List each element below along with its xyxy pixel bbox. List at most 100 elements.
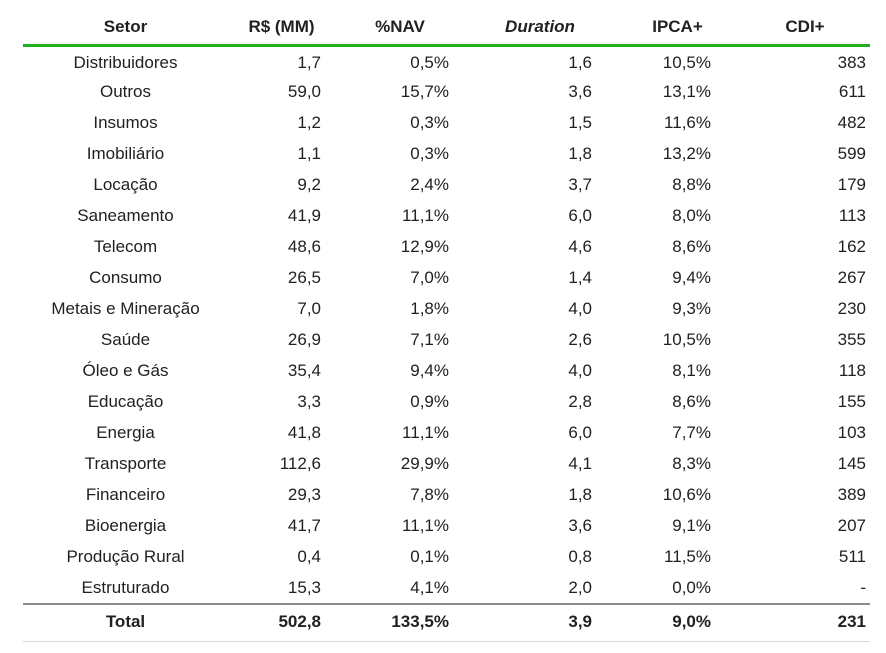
cell-cdi: 267	[837, 268, 866, 287]
cell-nav: 11,1%	[402, 516, 449, 535]
cell-cdi: 155	[837, 392, 866, 411]
table-row: Bioenergia 41,7 11,1% 3,6 9,1% 207	[23, 511, 870, 542]
cell-nav: 0,3%	[410, 113, 449, 132]
cell-nav: 4,1%	[410, 577, 449, 597]
cell-nav: 15,7%	[400, 82, 449, 101]
cell-setor: Estruturado	[81, 577, 170, 597]
cell-nav: 9,4%	[410, 361, 449, 380]
cell-nav: 0,9%	[410, 392, 449, 411]
cell-rs-mm: 112,6	[279, 454, 321, 473]
cell-rs-mm: 0,4	[297, 547, 321, 566]
cell-cdi: 113	[838, 206, 866, 225]
table-header: Setor R$ (MM) %NAV Duration IPCA+ CDI+	[23, 2, 870, 47]
cell-duration: 4,0	[568, 299, 592, 318]
cell-nav: 0,3%	[410, 144, 449, 163]
cell-rs-mm: 41,9	[287, 206, 321, 225]
cell-cdi: 145	[837, 454, 866, 473]
cell-setor: Produção Rural	[66, 547, 185, 566]
cell-nav: 7,0%	[410, 268, 449, 287]
cell-cdi: 103	[837, 423, 866, 442]
cell-duration: 3,6	[568, 516, 592, 535]
table-row: Imobiliário 1,1 0,3% 1,8 13,2% 599	[23, 139, 870, 170]
table-row: Distribuidores 1,7 0,5% 1,6 10,5% 383	[23, 46, 870, 77]
cell-ipca: 10,5%	[662, 53, 711, 73]
table-body: Distribuidores 1,7 0,5% 1,6 10,5% 383 Outros 59…	[23, 46, 870, 604]
cell-setor: Educação	[87, 392, 164, 411]
cell-setor: Energia	[96, 423, 155, 442]
cell-cdi: 611	[838, 82, 866, 101]
cell-duration: 2,8	[568, 392, 592, 411]
cell-ipca: 8,0%	[672, 206, 711, 225]
cell-cdi: 599	[837, 144, 866, 163]
total-ipca: 9,0%	[615, 602, 740, 642]
cell-rs-mm: 26,5	[287, 268, 321, 287]
cell-duration: 1,8	[568, 485, 592, 504]
cell-ipca: 10,6%	[662, 485, 711, 504]
cell-cdi: 179	[837, 175, 866, 194]
table-footer: Total 502,8 133,5% 3,9 9,0% 231	[23, 602, 870, 642]
header-row: Setor R$ (MM) %NAV Duration IPCA+ CDI+	[23, 2, 870, 47]
cell-ipca: 9,4%	[672, 268, 711, 287]
table-row: Produção Rural 0,4 0,1% 0,8 11,5% 511	[23, 542, 870, 573]
table-row: Estruturado 15,3 4,1% 2,0 0,0% -	[23, 573, 870, 604]
cell-duration: 2,0	[568, 577, 592, 597]
cell-duration: 1,5	[568, 113, 592, 132]
cell-nav: 12,9%	[400, 237, 449, 256]
cell-ipca: 13,1%	[662, 82, 711, 101]
cell-duration: 6,0	[568, 206, 592, 225]
cell-duration: 2,6	[568, 330, 592, 349]
cell-ipca: 11,6%	[664, 113, 711, 132]
table-row: Energia 41,8 11,1% 6,0 7,7% 103	[23, 418, 870, 449]
cell-setor: Locação	[93, 175, 158, 194]
cell-rs-mm: 15,3	[287, 577, 321, 597]
table-row: Saúde 26,9 7,1% 2,6 10,5% 355	[23, 325, 870, 356]
cell-cdi: 389	[837, 485, 866, 504]
cell-rs-mm: 7,0	[297, 299, 321, 318]
cell-ipca: 9,3%	[672, 299, 711, 318]
table-row: Outros 59,0 15,7% 3,6 13,1% 611	[23, 77, 870, 108]
table-row: Telecom 48,6 12,9% 4,6 8,6% 162	[23, 232, 870, 263]
cell-duration: 3,6	[568, 82, 592, 101]
cell-cdi: 118	[838, 361, 866, 380]
cell-cdi: -	[860, 577, 866, 597]
cell-nav: 7,1%	[410, 330, 449, 349]
cell-ipca: 9,1%	[672, 516, 711, 535]
cell-cdi: 355	[837, 330, 866, 349]
cell-ipca: 8,8%	[672, 175, 711, 194]
cell-nav: 7,8%	[410, 485, 449, 504]
cell-setor: Saneamento	[77, 206, 174, 225]
total-cdi: 231	[740, 602, 870, 642]
cell-nav: 2,4%	[410, 175, 449, 194]
cell-nav: 1,8%	[410, 299, 449, 318]
cell-rs-mm: 1,2	[297, 113, 321, 132]
total-nav: 133,5%	[335, 602, 465, 642]
cell-cdi: 383	[837, 53, 866, 73]
cell-setor: Bioenergia	[84, 516, 167, 535]
cell-ipca: 0,0%	[672, 577, 711, 597]
cell-rs-mm: 48,6	[287, 237, 321, 256]
cell-setor: Insumos	[93, 113, 158, 132]
cell-ipca: 7,7%	[672, 423, 711, 442]
cell-nav: 29,9%	[400, 454, 449, 473]
cell-ipca: 8,1%	[672, 361, 711, 380]
cell-cdi: 482	[837, 113, 866, 132]
cell-cdi: 162	[837, 237, 866, 256]
table-row: Locação 9,2 2,4% 3,7 8,8% 179	[23, 170, 870, 201]
col-header-nav: %NAV	[335, 2, 465, 47]
table-row: Educação 3,3 0,9% 2,8 8,6% 155	[23, 387, 870, 418]
table-row: Transporte 112,6 29,9% 4,1 8,3% 145	[23, 449, 870, 480]
cell-rs-mm: 41,8	[287, 423, 321, 442]
table-row: Consumo 26,5 7,0% 1,4 9,4% 267	[23, 263, 870, 294]
cell-ipca: 8,6%	[672, 392, 711, 411]
total-label: Total	[23, 602, 228, 642]
cell-duration: 4,6	[568, 237, 592, 256]
col-header-duration: Duration	[465, 2, 615, 47]
cell-cdi: 511	[838, 547, 866, 566]
col-header-cdi: CDI+	[740, 2, 870, 47]
total-duration: 3,9	[465, 602, 615, 642]
cell-rs-mm: 1,7	[297, 53, 321, 73]
cell-duration: 0,8	[568, 547, 592, 566]
table-row: Saneamento 41,9 11,1% 6,0 8,0% 113	[23, 201, 870, 232]
cell-setor: Distribuidores	[73, 53, 178, 73]
total-row: Total 502,8 133,5% 3,9 9,0% 231	[23, 602, 870, 642]
